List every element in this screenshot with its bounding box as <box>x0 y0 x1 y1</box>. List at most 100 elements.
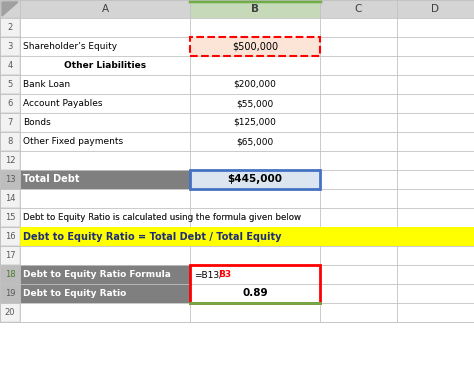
Bar <box>20 56 190 75</box>
Text: Bank Loan: Bank Loan <box>23 80 70 89</box>
Text: $500,000: $500,000 <box>232 41 278 51</box>
Bar <box>190 246 320 265</box>
Bar <box>320 303 397 322</box>
Text: =B13/: =B13/ <box>194 270 222 279</box>
Bar <box>0 284 20 303</box>
Text: 12: 12 <box>5 156 15 165</box>
Bar <box>397 265 474 284</box>
Bar <box>190 75 320 94</box>
Bar <box>0 56 20 75</box>
Bar <box>320 284 397 303</box>
Text: B3: B3 <box>218 270 231 279</box>
Bar <box>320 246 397 265</box>
Bar <box>397 75 474 94</box>
Bar <box>190 208 320 227</box>
Text: Shareholder’s Equity: Shareholder’s Equity <box>23 42 117 51</box>
Bar <box>0 0 20 18</box>
Bar <box>397 37 474 56</box>
Bar <box>0 265 20 284</box>
Bar <box>0 37 20 56</box>
Bar <box>0 246 20 265</box>
Bar <box>0 18 20 37</box>
Bar <box>0 113 20 132</box>
Bar <box>20 37 190 56</box>
Text: Debt to Equity Ratio is calculated using the formula given below: Debt to Equity Ratio is calculated using… <box>23 213 301 222</box>
Bar <box>397 246 474 265</box>
Polygon shape <box>2 2 18 16</box>
Bar <box>0 113 20 132</box>
Bar <box>0 0 474 322</box>
Bar <box>20 132 190 151</box>
Bar <box>320 170 397 189</box>
Bar <box>0 94 20 113</box>
Bar <box>190 265 320 303</box>
Bar <box>190 189 320 208</box>
Bar <box>397 18 474 37</box>
Bar <box>320 75 397 94</box>
Text: 19: 19 <box>5 289 15 298</box>
Bar <box>190 113 320 132</box>
Bar <box>190 37 320 56</box>
Bar <box>397 56 474 75</box>
Bar <box>320 37 397 56</box>
Text: A: A <box>101 4 109 14</box>
Bar <box>190 303 320 322</box>
Text: Other Liabilities: Other Liabilities <box>64 61 146 70</box>
Bar <box>397 170 474 189</box>
Text: 18: 18 <box>5 270 15 279</box>
Bar <box>0 265 20 284</box>
Bar <box>397 189 474 208</box>
Text: B: B <box>251 4 259 14</box>
Bar <box>320 189 397 208</box>
Text: 15: 15 <box>5 213 15 222</box>
Bar <box>0 246 20 265</box>
Text: 6: 6 <box>7 99 13 108</box>
Text: 5: 5 <box>8 80 13 89</box>
Bar <box>0 227 20 246</box>
Bar <box>0 75 20 94</box>
Bar <box>20 189 190 208</box>
Bar <box>20 246 190 265</box>
Bar <box>320 113 397 132</box>
Bar <box>320 0 397 18</box>
Bar <box>320 208 397 227</box>
Text: 2: 2 <box>8 23 13 32</box>
Text: 8: 8 <box>7 137 13 146</box>
Bar <box>0 56 20 75</box>
Text: 16: 16 <box>5 232 15 241</box>
Text: 3: 3 <box>7 42 13 51</box>
Bar <box>0 303 20 322</box>
Text: 4: 4 <box>8 61 13 70</box>
Bar <box>0 132 20 151</box>
Bar <box>0 284 20 303</box>
Bar <box>0 170 20 189</box>
Bar <box>190 37 320 56</box>
Text: $55,000: $55,000 <box>237 99 273 108</box>
Text: Total Debt: Total Debt <box>23 175 80 185</box>
Bar <box>320 56 397 75</box>
Bar <box>320 94 397 113</box>
Bar <box>397 0 474 18</box>
Text: 20: 20 <box>5 308 15 317</box>
Bar <box>397 208 474 227</box>
Bar <box>20 170 190 189</box>
Bar <box>190 284 320 303</box>
Text: Debt to Equity Ratio Formula: Debt to Equity Ratio Formula <box>23 270 171 279</box>
Bar <box>190 132 320 151</box>
Bar <box>190 151 320 170</box>
Bar <box>0 189 20 208</box>
Text: Other Fixed payments: Other Fixed payments <box>23 137 123 146</box>
Bar <box>20 284 190 303</box>
Bar <box>20 75 190 94</box>
Bar <box>320 227 397 246</box>
Text: $65,000: $65,000 <box>237 137 273 146</box>
Bar <box>20 0 190 18</box>
Bar <box>190 94 320 113</box>
Bar <box>397 303 474 322</box>
Text: Debt to Equity Ratio: Debt to Equity Ratio <box>23 289 126 298</box>
Bar <box>397 94 474 113</box>
Bar <box>397 284 474 303</box>
Text: C: C <box>355 4 362 14</box>
Bar <box>320 18 397 37</box>
Bar <box>190 56 320 75</box>
